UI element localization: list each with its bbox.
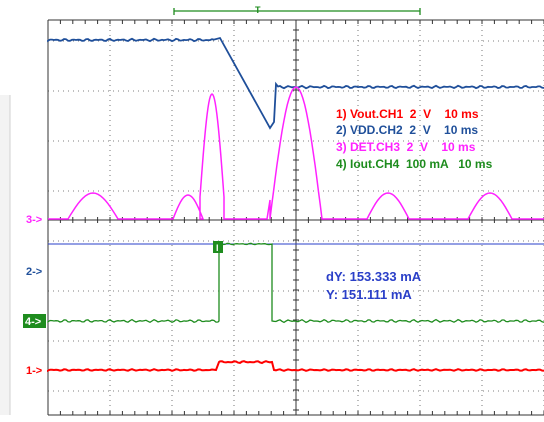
marker-ch4-box[interactable] xyxy=(23,314,46,328)
marker-ch2[interactable]: 2-> xyxy=(26,266,42,278)
ch3-det-trace xyxy=(48,86,544,220)
trigger-label: T xyxy=(255,5,261,15)
ch4-iout-trace xyxy=(47,242,544,324)
marker-ch4: 4-> xyxy=(25,316,41,328)
marker-ch3[interactable]: 3-> xyxy=(26,214,42,226)
side-panel xyxy=(0,95,10,415)
legend-ch2: 2) VDD.CH2 2 V 10 ms xyxy=(336,123,478,137)
cursor-marker-label: I xyxy=(216,243,219,253)
legend-ch4: 4) Iout.CH4 100 mA 10 ms xyxy=(336,157,493,171)
marker-ch1[interactable]: 1-> xyxy=(26,365,42,377)
cursor-readout-y: Y: 151.111 mA xyxy=(326,287,412,302)
graticule xyxy=(47,19,544,416)
legend-ch1: 1) Vout.CH1 2 V 10 ms xyxy=(336,107,479,121)
trigger-bracket xyxy=(173,8,421,15)
ch2-vdd-trace xyxy=(47,36,544,130)
cursor-marker[interactable] xyxy=(213,241,223,253)
cursor-readout-dy: dY: 153.333 mA xyxy=(326,269,422,284)
ch1-vout-trace xyxy=(47,360,544,372)
legend-ch3: 3) DET.CH3 2 V 10 ms xyxy=(336,140,476,154)
